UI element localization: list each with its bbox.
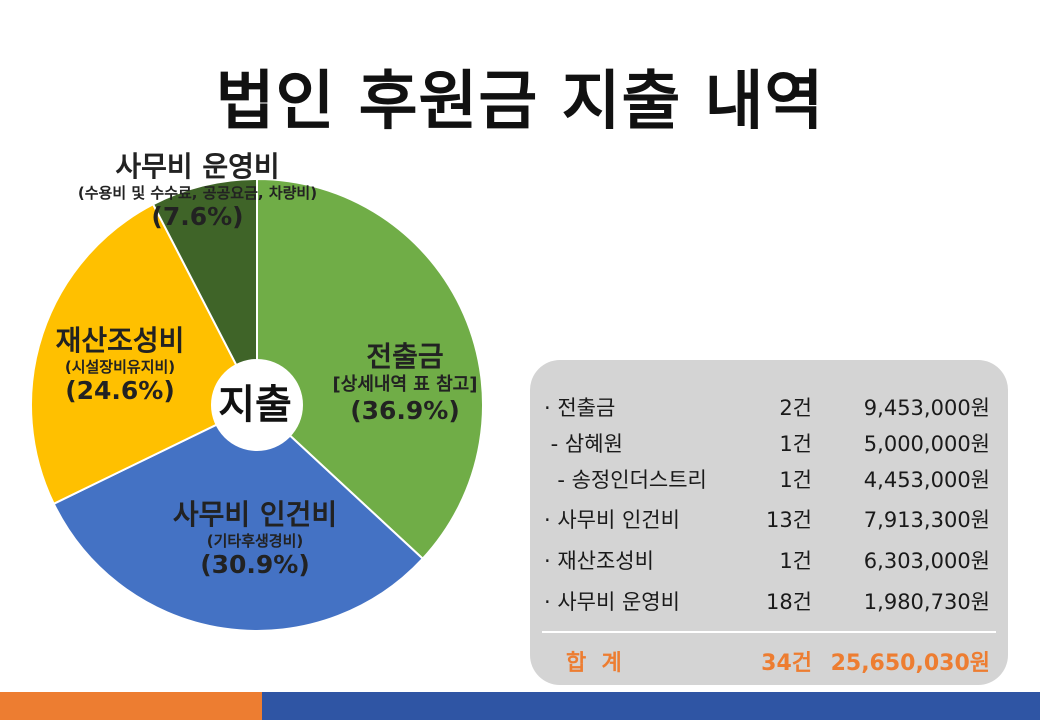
slice-percent: (36.9%) [350,395,460,425]
row-name: · 재산조성비 [544,549,654,573]
row-count: 13건 [765,508,812,532]
row-amount: 1,980,730원 [863,590,990,614]
total-count: 34건 [761,651,812,676]
summary-row: - 삼혜원 1건 5,000,000원 [530,428,1008,462]
row-name: - 송정인더스트리 [544,468,707,492]
slice-percent: (7.6%) [151,202,244,232]
row-name: · 사무비 인건비 [544,508,680,532]
slice-percent: (30.9%) [200,550,310,580]
row-amount: 9,453,000원 [863,396,990,420]
pie-slice-asset [30,202,259,506]
summary-row: · 재산조성비 1건 6,303,000원 [530,545,1008,579]
pie-slice-personnel [52,403,425,632]
slice-name: 사무비 운영비 [115,150,280,183]
slice-detail: (수용비 및 수수료, 공공요금, 차량비) [77,183,318,202]
row-amount: 4,453,000원 [863,468,990,492]
row-count: 2건 [779,396,812,420]
pie-slice-operating [151,177,258,406]
row-amount: 6,303,000원 [863,549,990,573]
pie-center-label: 지출 [218,382,292,428]
slice-label-asset: 재산조성비 (시설장비유지비) (24.6%) [30,324,210,406]
total-amount: 25,650,030원 [830,651,990,676]
slice-detail: (기타후생경비) [206,531,304,550]
row-count: 1건 [779,432,812,456]
row-amount: 5,000,000원 [863,432,990,456]
summary-row: · 사무비 인건비 13건 7,913,300원 [530,504,1008,538]
summary-panel: · 전출금 2건 9,453,000원 - 삼혜원 1건 5,000,000원 … [530,360,1008,685]
slice-name: 전출금 [366,340,444,373]
slice-name: 사무비 인건비 [172,498,338,531]
row-name: · 사무비 운영비 [544,590,680,614]
footer-accent-bar-blue [262,692,1040,720]
summary-row: - 송정인더스트리 1건 4,453,000원 [530,464,1008,498]
row-count: 1건 [779,549,812,573]
slice-label-transfer: 전출금 [상세내역 표 참고] (36.9%) [300,340,510,425]
row-name: · 전출금 [544,396,616,420]
page-title: 법인 후원금 지출 내역 [215,65,825,139]
slice-label-operating: 사무비 운영비 (수용비 및 수수료, 공공요금, 차량비) (7.6%) [70,150,325,232]
slice-percent: (24.6%) [65,376,175,406]
pie-slice-transfer [256,177,484,561]
pie-center-hole [211,359,303,451]
summary-row: · 전출금 2건 9,453,000원 [530,392,1008,426]
row-amount: 7,913,300원 [863,508,990,532]
slice-name: 재산조성비 [55,324,185,357]
footer-accent-bar-orange [0,692,262,720]
summary-total-row: 합 계 34건 25,650,030원 [530,645,1008,679]
slice-detail: [상세내역 표 참고] [332,373,478,395]
slice-label-personnel: 사무비 인건비 (기타후생경비) (30.9%) [130,498,380,580]
row-count: 1건 [779,468,812,492]
summary-row: · 사무비 운영비 18건 1,980,730원 [530,586,1008,620]
row-name: - 삼혜원 [544,432,623,456]
slice-detail: (시설장비유지비) [64,357,176,376]
row-count: 18건 [765,590,812,614]
total-label: 합 계 [566,651,622,676]
summary-divider [542,631,996,633]
